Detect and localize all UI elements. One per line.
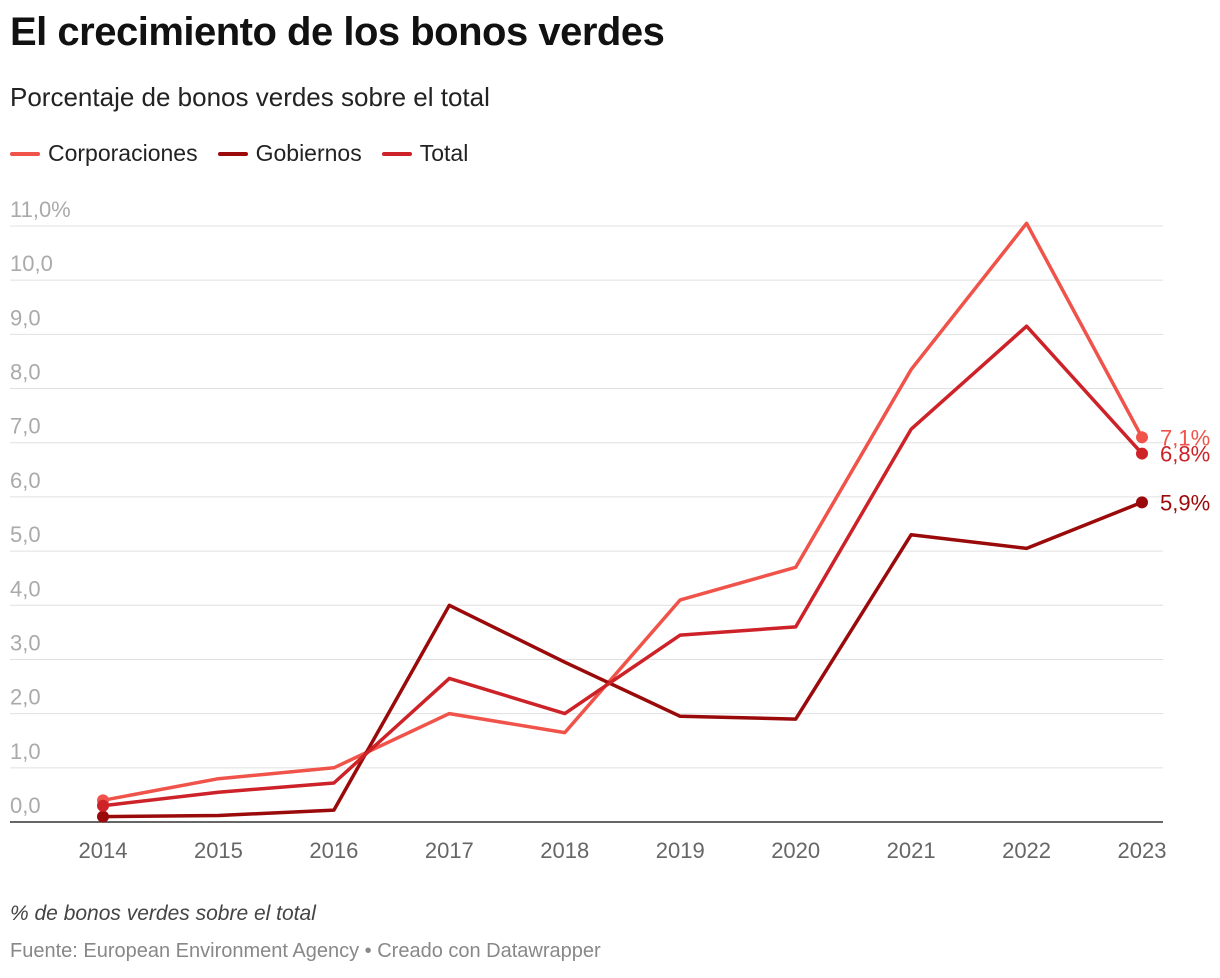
chart-title: El crecimiento de los bonos verdes bbox=[10, 10, 665, 54]
chart-notes: % de bonos verdes sobre el total bbox=[10, 902, 316, 925]
y-tick-label: 2,0 bbox=[10, 685, 41, 710]
y-tick-label: 5,0 bbox=[10, 522, 41, 547]
y-tick-label: 9,0 bbox=[10, 305, 41, 330]
x-tick-label: 2018 bbox=[540, 838, 589, 863]
chart-source: Fuente: European Environment Agency • Cr… bbox=[10, 940, 601, 962]
y-tick-label: 0,0 bbox=[10, 793, 41, 818]
legend-swatch-gobiernos bbox=[217, 151, 248, 156]
legend: Corporaciones Gobiernos Total bbox=[10, 140, 488, 167]
legend-label-gobiernos: Gobiernos bbox=[255, 140, 362, 166]
y-tick-label: 11,0% bbox=[10, 197, 71, 222]
x-tick-label: 2016 bbox=[309, 838, 358, 863]
x-tick-label: 2015 bbox=[194, 838, 243, 863]
y-tick-label: 6,0 bbox=[10, 468, 41, 493]
y-tick-label: 10,0 bbox=[10, 251, 53, 276]
legend-swatch-total bbox=[381, 151, 412, 156]
legend-label-total: Total bbox=[419, 140, 469, 166]
x-tick-label: 2022 bbox=[1002, 838, 1051, 863]
x-tick-label: 2020 bbox=[771, 838, 820, 863]
chart-subtitle: Porcentaje de bonos verdes sobre el tota… bbox=[10, 82, 490, 112]
legend-item-corporaciones: Corporaciones bbox=[10, 140, 198, 167]
x-tick-label: 2021 bbox=[887, 838, 936, 863]
data-point-corporaciones bbox=[1136, 431, 1148, 444]
y-tick-label: 7,0 bbox=[10, 414, 41, 439]
y-tick-label: 3,0 bbox=[10, 630, 41, 655]
x-tick-label: 2019 bbox=[656, 838, 705, 863]
y-tick-label: 8,0 bbox=[10, 360, 41, 385]
series-line-gobiernos bbox=[101, 500, 1144, 819]
series-line-total bbox=[101, 324, 1144, 808]
legend-swatch-corporaciones bbox=[10, 151, 40, 156]
legend-label-corporaciones: Corporaciones bbox=[48, 140, 198, 166]
end-label-gobiernos: 5,9% bbox=[1160, 490, 1210, 515]
data-point-total bbox=[1136, 447, 1148, 460]
x-tick-label: 2014 bbox=[79, 838, 128, 863]
legend-item-gobiernos: Gobiernos bbox=[217, 140, 362, 167]
legend-item-total: Total bbox=[381, 140, 469, 167]
data-point-gobiernos bbox=[97, 810, 109, 823]
end-label-total: 6,8% bbox=[1160, 442, 1210, 467]
x-tick-label: 2017 bbox=[425, 838, 474, 863]
series-line-corporaciones bbox=[101, 221, 1144, 803]
data-point-gobiernos bbox=[1136, 496, 1148, 509]
x-tick-label: 2023 bbox=[1118, 838, 1167, 863]
end-label-corporaciones: 7,1% bbox=[1160, 425, 1210, 450]
data-point-total bbox=[97, 799, 109, 812]
y-tick-label: 4,0 bbox=[10, 576, 41, 601]
y-tick-label: 1,0 bbox=[10, 739, 41, 764]
line-chart: 0,0 1,0 2,0 3,0 4,0 5,0 6,0 7,0 8,0 9,0 10,0 11,0% 2… bbox=[10, 197, 1210, 863]
